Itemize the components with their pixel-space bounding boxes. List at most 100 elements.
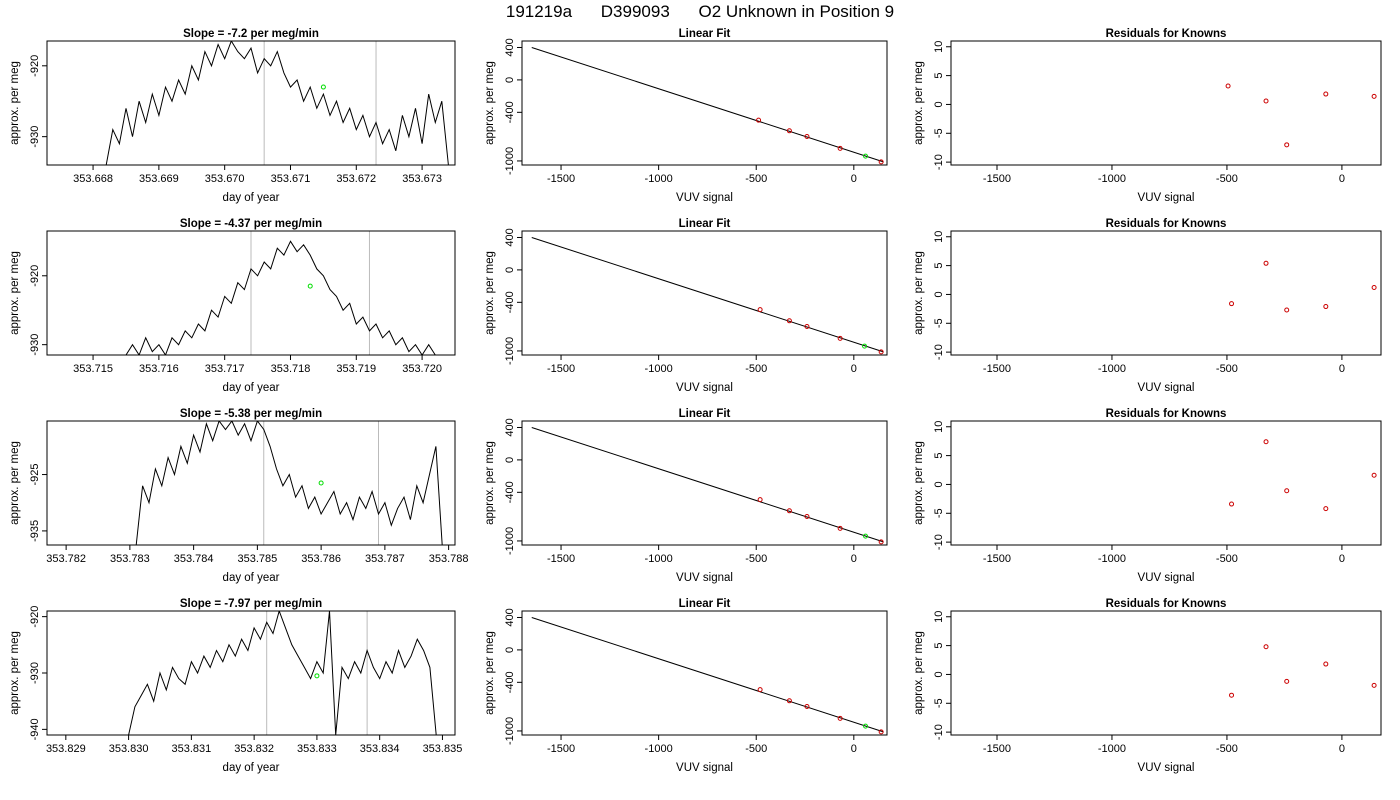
plot-frame — [521, 610, 888, 736]
x-tick-label: -1000 — [645, 553, 673, 565]
x-tick-label: -500 — [745, 363, 767, 375]
fit-line — [531, 237, 884, 353]
x-tick-label: 0 — [1339, 173, 1345, 185]
run-id: 191219a — [505, 2, 573, 21]
unknown-point — [314, 673, 320, 679]
y-tick-label: -5 — [933, 698, 945, 708]
y-tick-label: 0 — [933, 291, 945, 297]
known-point — [804, 133, 810, 139]
residual-point — [1284, 307, 1290, 313]
y-tick-label: -10 — [933, 154, 945, 170]
x-axis-label: VUV signal — [676, 192, 733, 204]
known-point — [786, 508, 792, 514]
x-tick-label: -500 — [1216, 743, 1238, 755]
y-tick-label: -1000 — [504, 337, 516, 365]
y-tick-label: 400 — [504, 38, 516, 56]
x-tick-label: -1000 — [645, 363, 673, 375]
residual-point — [1229, 501, 1235, 507]
residual-point — [1371, 682, 1377, 688]
panel-title: Residuals for Knowns — [1106, 408, 1227, 420]
x-axis-label: VUV signal — [676, 762, 733, 774]
unknown-point — [862, 343, 868, 349]
residual-point — [1225, 83, 1231, 89]
fit-line — [531, 617, 884, 733]
y-tick-label: -920 — [29, 55, 41, 77]
panel-title: Slope = -5.38 per meg/min — [180, 408, 322, 420]
panel-title: Residuals for Knowns — [1106, 598, 1227, 610]
residual-point — [1323, 506, 1329, 512]
x-tick-label: 353.831 — [171, 743, 211, 755]
y-tick-label: 400 — [504, 608, 516, 626]
residual-point — [1323, 304, 1329, 310]
x-axis-label: VUV signal — [1138, 762, 1195, 774]
unknown-point — [307, 283, 313, 289]
x-tick-label: 0 — [851, 743, 857, 755]
x-tick-label: -1500 — [983, 553, 1011, 565]
x-tick-label: 353.788 — [429, 553, 469, 565]
y-tick-label: 400 — [504, 418, 516, 436]
x-tick-label: 0 — [1339, 363, 1345, 375]
chart-panel-4: Slope = -4.37 per meg/min 353.715 353.716 3… — [9, 218, 456, 394]
y-tick-label: -930 — [29, 662, 41, 684]
x-tick-label: 353.784 — [174, 553, 214, 565]
y-tick-label: 5 — [933, 263, 945, 269]
x-tick-label: 353.720 — [402, 363, 442, 375]
y-axis-label: approx. per meg — [484, 61, 496, 145]
y-axis-label: approx. per meg — [9, 441, 21, 525]
plot-area — [1229, 260, 1377, 313]
plot-frame — [950, 420, 1382, 546]
x-tick-label: -1500 — [983, 743, 1011, 755]
x-axis-label: VUV signal — [676, 382, 733, 394]
known-point — [786, 128, 792, 134]
unknown-point — [863, 533, 869, 539]
x-tick-label: 353.833 — [297, 743, 337, 755]
plot-area — [1229, 439, 1377, 512]
residual-point — [1323, 91, 1329, 97]
known-point — [878, 159, 884, 165]
unknown-point — [318, 480, 324, 486]
known-point — [878, 349, 884, 355]
x-tick-label: -1000 — [1098, 173, 1126, 185]
y-axis-label: approx. per meg — [913, 251, 925, 335]
fit-line — [531, 427, 884, 543]
x-tick-label: 353.717 — [205, 363, 245, 375]
residual-point — [1263, 644, 1269, 650]
unknown-point — [863, 153, 869, 159]
x-tick-label: -1000 — [1098, 363, 1126, 375]
y-tick-label: 0 — [504, 77, 516, 83]
y-tick-label: -940 — [29, 718, 41, 740]
x-tick-label: -1500 — [983, 363, 1011, 375]
x-axis-label: day of year — [223, 572, 280, 584]
y-tick-label: 10 — [933, 231, 945, 243]
chart-panel-10: Slope = -7.97 per meg/min 353.829 353.830 3… — [9, 598, 462, 774]
chart-panel-6: Residuals for Knowns -1500 -1000 -500 0 10 5 0 -… — [913, 218, 1382, 394]
x-tick-label: -500 — [1216, 173, 1238, 185]
panel-title: Residuals for Knowns — [1106, 218, 1227, 230]
residual-point — [1284, 142, 1290, 148]
y-tick-label: 0 — [504, 457, 516, 463]
x-tick-label: -1500 — [547, 553, 575, 565]
y-tick-label: 0 — [933, 671, 945, 677]
y-tick-label: -5 — [933, 318, 945, 328]
x-tick-label: 353.830 — [109, 743, 149, 755]
plot-area — [1225, 83, 1377, 148]
plot-frame — [521, 230, 888, 356]
chart-panel-1: Slope = -7.2 per meg/min 353.668 353.669 35… — [9, 28, 456, 204]
x-tick-label: 353.671 — [271, 173, 311, 185]
chart-panel-2: Linear Fit-1500 -1000 -500 04000-400-1000VU… — [484, 28, 888, 204]
known-point — [804, 323, 810, 329]
y-tick-label: -10 — [933, 724, 945, 740]
unknown-point — [863, 723, 869, 729]
y-tick-label: -10 — [933, 344, 945, 360]
fit-line — [531, 47, 884, 163]
x-tick-label: 353.715 — [73, 363, 113, 375]
x-tick-label: 353.782 — [46, 553, 86, 565]
plot-frame — [521, 40, 888, 166]
known-point — [837, 335, 843, 341]
y-tick-label: -400 — [504, 481, 516, 503]
x-axis-label: day of year — [223, 762, 280, 774]
y-tick-label: 0 — [504, 267, 516, 273]
plot-frame — [950, 40, 1382, 166]
x-tick-label: -500 — [745, 173, 767, 185]
y-tick-label: -920 — [29, 265, 41, 287]
